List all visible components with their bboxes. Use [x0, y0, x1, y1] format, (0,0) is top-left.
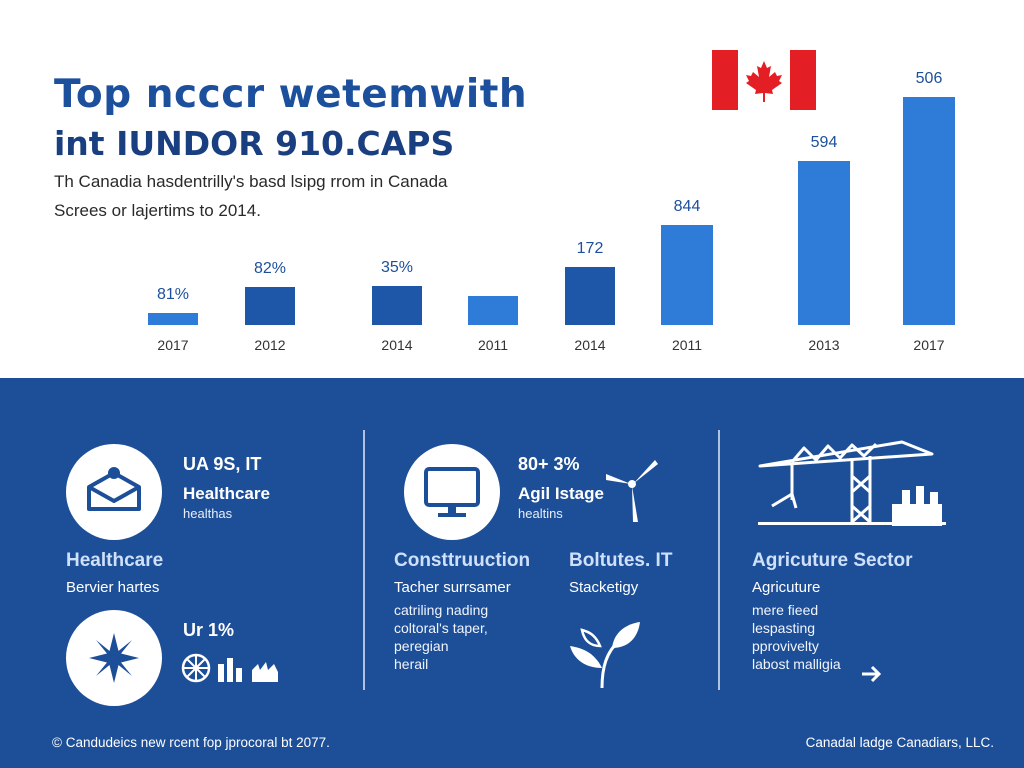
healthcare-heading: Healthcare: [66, 550, 164, 571]
x-tick-label: 2012: [254, 337, 285, 353]
agriculture-desc: Agricuture: [752, 579, 821, 596]
x-tick-label: 2017: [913, 337, 944, 353]
bar-8: [903, 97, 955, 325]
canada-flag-icon: [712, 50, 816, 110]
bar-value-label: 506: [916, 70, 943, 87]
bar-value-label: 594: [811, 134, 838, 151]
sectors-panel: UA 9S, IT Healthcare healthas Healthcare…: [0, 378, 1024, 768]
construction-heading: Consttruuction: [394, 550, 531, 571]
mailbox-icon: [87, 467, 141, 511]
monitor-icon: [424, 467, 480, 517]
boltutes-desc: Stacketigy: [569, 579, 639, 596]
column-divider: [363, 430, 365, 690]
construction-stat: 80+ 3%: [518, 454, 580, 474]
bar-value-label: 81%: [157, 286, 189, 303]
snowflake-badge: [66, 610, 162, 706]
construction-stat-sub: healtins: [518, 506, 563, 521]
arrow-right-icon[interactable]: [860, 664, 884, 684]
healthcare-desc: Bervier hartes: [66, 579, 160, 596]
snowflake-icon: [89, 633, 139, 683]
column-divider: [718, 430, 720, 690]
bar-5: [565, 267, 615, 325]
healthcare-stat: UA 9S, IT: [183, 454, 262, 474]
bar-chart: 81% 2017 82% 2012 35% 2014 2011 172 2014 844 2011 5…: [148, 70, 955, 353]
crane-icon: [758, 440, 946, 526]
bar-2: [245, 287, 295, 325]
x-tick-label: 2014: [574, 337, 605, 353]
bar-value-label: 172: [577, 240, 604, 257]
healthcare-stat-label: Healthcare: [183, 484, 270, 503]
construction-body-3: peregian: [394, 638, 449, 654]
subtitle-line-1: Th Canadia hasdentrilly's basd lsipg rro…: [54, 172, 448, 191]
chart-section: Top ncccr wetemwith int IUNDOR 910.CAPS …: [0, 0, 1024, 378]
x-tick-label: 2011: [672, 337, 702, 353]
x-tick-label: 2011: [478, 337, 508, 353]
bar-value-label: 82%: [254, 260, 286, 277]
agriculture-body-2: lespasting: [752, 620, 816, 636]
agriculture-body-3: pprovivelty: [752, 638, 819, 654]
page-title-line-1: Top ncccr wetemwith: [54, 72, 528, 117]
construction-stat-label: Agil Istage: [518, 484, 604, 503]
agriculture-heading: Agricuture Sector: [752, 550, 913, 571]
bar-value-label: 35%: [381, 259, 413, 276]
construction-desc: Tacher surrsamer: [394, 579, 511, 596]
construction-body-2: coltoral's taper,: [394, 620, 488, 636]
snowflake-stat: Ur 1%: [183, 620, 235, 640]
bar-6: [661, 225, 713, 325]
agriculture-body-1: mere fieed: [752, 602, 819, 618]
agriculture-body-4: labost malligia: [752, 656, 841, 672]
healthcare-stat-sub: healthas: [183, 506, 233, 521]
footer-copyright: © Candudeics new rcent fop jprocoral bt …: [52, 735, 330, 750]
footer-company: Canadal ladge Canadiars, LLC.: [805, 735, 994, 750]
bar-1: [148, 313, 198, 325]
boltutes-heading: Boltutes. IT: [569, 550, 673, 571]
x-tick-label: 2013: [808, 337, 839, 353]
healthcare-badge: [66, 444, 162, 540]
bar-4: [468, 296, 518, 325]
bar-7: [798, 161, 850, 325]
wind-turbine-icon: [606, 460, 658, 522]
construction-badge: [404, 444, 500, 540]
x-tick-label: 2014: [381, 337, 412, 353]
construction-body-4: herail: [394, 656, 429, 672]
subtitle-line-2: Screes or lajertims to 2014.: [54, 201, 261, 220]
bar-value-label: 844: [674, 198, 701, 215]
page-title-line-2: int IUNDOR 910.CAPS: [54, 124, 455, 163]
construction-body-1: catriling nading: [394, 602, 489, 618]
leaf-icon: [570, 622, 640, 689]
industry-icons: [181, 653, 278, 683]
bar-3: [372, 286, 422, 325]
x-tick-label: 2017: [157, 337, 188, 353]
